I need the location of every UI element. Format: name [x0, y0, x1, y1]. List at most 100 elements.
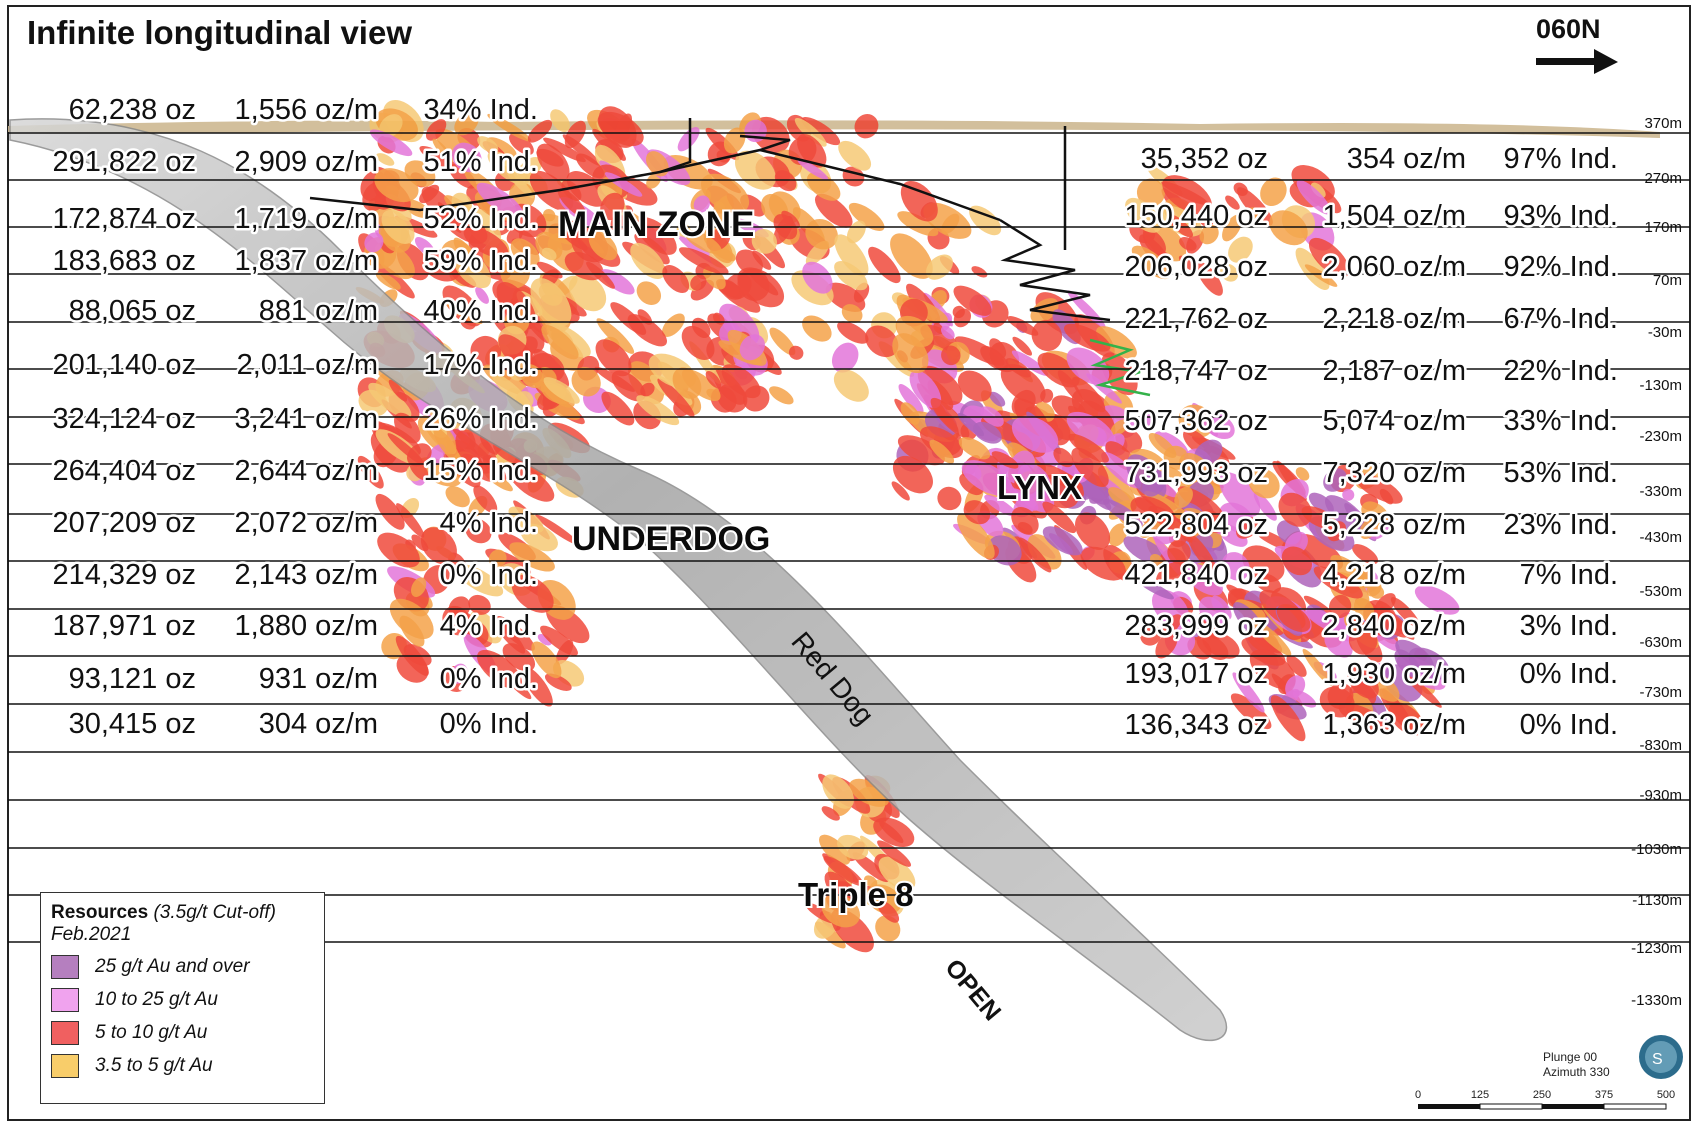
ore-blob — [1131, 245, 1171, 280]
left-oz: 93,121 oz — [69, 663, 196, 695]
ore-blob — [1108, 487, 1137, 511]
left-oz: 324,124 oz — [52, 403, 196, 435]
plunge-label: Plunge 00 — [1543, 1050, 1598, 1064]
ore-blob — [989, 391, 1006, 407]
ore-blob — [987, 535, 1022, 566]
ore-blob — [878, 856, 916, 891]
ore-blob — [1108, 523, 1128, 547]
ore-blob — [388, 379, 408, 402]
ore-blob — [1183, 562, 1223, 596]
ore-blob — [834, 234, 869, 277]
ore-blob — [615, 113, 633, 138]
ore-blob — [690, 274, 707, 291]
ore-blob — [406, 443, 432, 467]
ore-blob — [1355, 473, 1403, 504]
left-oz: 88,065 oz — [69, 295, 196, 327]
ore-blob — [1323, 468, 1347, 492]
ore-blob — [1187, 533, 1218, 574]
elevation-label: -1130m — [1632, 892, 1682, 909]
ore-blob — [1222, 214, 1243, 242]
ore-blob — [1066, 347, 1110, 385]
ore-blob — [448, 596, 471, 619]
ore-blob — [432, 138, 454, 163]
ore-blob — [825, 282, 866, 312]
ore-blob — [396, 653, 429, 683]
ore-blob — [900, 402, 920, 425]
ore-blob — [1401, 671, 1442, 708]
ore-blob — [1149, 554, 1164, 567]
ore-blob — [531, 641, 562, 679]
ore-blob — [848, 202, 885, 231]
ore-blob — [1125, 197, 1162, 233]
ore-blob — [550, 109, 570, 133]
ore-blob — [837, 834, 869, 860]
right-oz: 221,762 oz — [1124, 303, 1268, 335]
ore-blob — [657, 378, 695, 418]
left-ind: 26% Ind. — [424, 403, 538, 435]
ore-blob — [535, 514, 580, 546]
ore-blob — [507, 464, 555, 502]
ore-blob — [684, 229, 722, 255]
legend-title: Resources (3.5g/t Cut-off) — [51, 901, 314, 924]
right-oz-per-m: 2,218 oz/m — [1323, 303, 1466, 335]
right-oz-per-m: 5,074 oz/m — [1323, 405, 1466, 437]
ore-blob — [1241, 637, 1286, 666]
ore-blob — [1101, 352, 1138, 396]
right-oz-per-m: 354 oz/m — [1347, 143, 1466, 175]
right-oz: 193,017 oz — [1124, 658, 1268, 690]
ore-blob — [1018, 537, 1052, 573]
elevation-label: -1230m — [1631, 940, 1682, 957]
legend-date: Feb.2021 — [51, 924, 132, 945]
scale-tick-label: 500 — [1657, 1089, 1675, 1101]
ore-blob — [972, 421, 1002, 444]
right-ind: 97% Ind. — [1504, 143, 1618, 175]
ore-blob — [1068, 433, 1109, 463]
ore-blob — [1338, 702, 1389, 733]
ore-blob — [1199, 224, 1219, 245]
ore-blob — [841, 304, 863, 323]
scale-tick-label: 375 — [1595, 1089, 1613, 1101]
direction-label: 060N — [1536, 14, 1601, 44]
ore-blob — [801, 116, 841, 146]
azimuth-label: Azimuth 330 — [1543, 1065, 1610, 1079]
ore-blob — [1072, 376, 1106, 413]
ore-blob — [1246, 207, 1264, 225]
ore-blob — [1250, 618, 1292, 656]
legend-label: 3.5 to 5 g/t Au — [95, 1055, 213, 1076]
ore-blob — [823, 856, 864, 887]
ore-blob — [1308, 492, 1334, 514]
left-oz-per-m: 2,011 oz/m — [237, 349, 378, 381]
ore-blob — [520, 523, 558, 552]
ore-blob — [561, 180, 582, 202]
ore-blob — [1219, 472, 1261, 517]
ore-blob — [541, 324, 579, 360]
company-logo-icon: S — [1639, 1035, 1683, 1079]
ore-blob — [941, 325, 955, 340]
left-oz-per-m: 304 oz/m — [259, 708, 378, 740]
ore-blob — [1221, 552, 1250, 581]
right-oz: 421,840 oz — [1124, 559, 1268, 591]
ore-blob — [892, 333, 929, 374]
ore-blob — [488, 549, 507, 568]
ore-blob — [611, 370, 646, 402]
legend-swatch — [51, 1054, 79, 1078]
ore-blob — [375, 272, 401, 290]
scale-ticks: 0 125 250 375 500 — [1415, 1089, 1675, 1101]
ore-blob — [957, 370, 992, 402]
ore-blob — [475, 286, 489, 304]
ore-blob — [640, 382, 655, 397]
right-oz-per-m: 7,320 oz/m — [1323, 457, 1466, 489]
ore-blob — [837, 321, 869, 344]
ore-blob — [1000, 364, 1046, 405]
ore-blob — [1057, 370, 1083, 403]
ore-blob — [846, 220, 866, 244]
ore-blob — [877, 840, 912, 867]
ore-blob — [634, 233, 670, 265]
ore-blob — [1155, 631, 1178, 659]
ore-blob — [399, 615, 425, 647]
scale-bar — [1418, 1103, 1667, 1110]
elevation-label: -630m — [1639, 634, 1682, 651]
ore-blob — [1374, 593, 1396, 616]
right-oz: 731,993 oz — [1124, 457, 1268, 489]
ore-blob — [520, 364, 544, 389]
